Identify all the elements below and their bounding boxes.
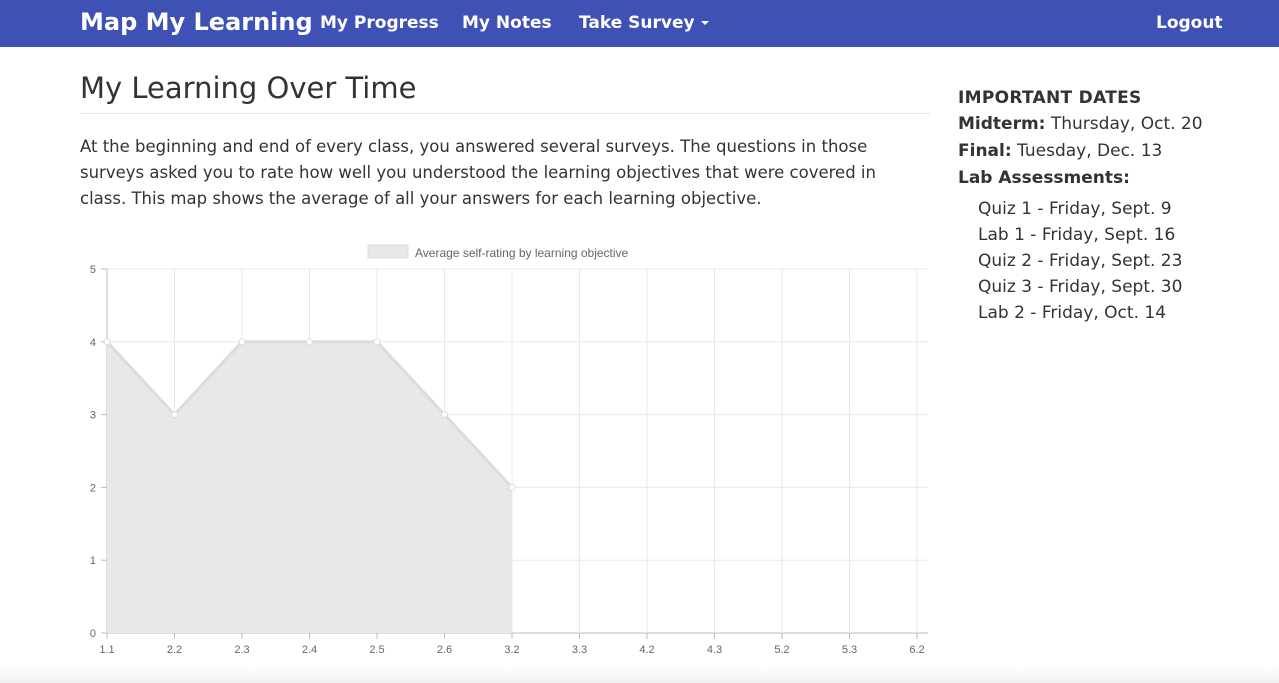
main-content: My Learning Over Time At the beginning a… — [80, 47, 930, 212]
final-date: Tuesday, Dec. 13 — [1017, 141, 1163, 161]
data-point — [171, 411, 178, 419]
assessment-item: Quiz 3 - Friday, Sept. 30 — [978, 277, 1183, 297]
final-row: Final: Tuesday, Dec. 13 — [958, 141, 1258, 161]
data-point — [306, 338, 313, 346]
x-tick-label: 2.2 — [167, 644, 182, 656]
data-point — [441, 411, 448, 419]
midterm-row: Midterm: Thursday, Oct. 20 — [958, 114, 1258, 134]
y-tick-label: 2 — [90, 482, 96, 494]
data-point — [238, 338, 246, 346]
x-tick-label: 2.3 — [234, 644, 249, 656]
nav-my-notes[interactable]: My Notes — [462, 13, 552, 33]
data-point — [373, 338, 381, 346]
assessment-item: Quiz 1 - Friday, Sept. 9 — [978, 199, 1172, 219]
area-fill — [107, 341, 512, 633]
x-tick-label: 5.2 — [774, 644, 789, 656]
assessment-item: Quiz 2 - Friday, Sept. 23 — [978, 251, 1183, 271]
lab-assessments-row: Lab Assessments: — [958, 168, 1258, 188]
x-tick-label: 3.3 — [572, 644, 587, 656]
x-tick-label: 4.3 — [707, 644, 722, 656]
chevron-down-icon — [700, 21, 709, 25]
y-tick-label: 4 — [90, 337, 96, 349]
assessment-item: Lab 2 - Friday, Oct. 14 — [978, 303, 1167, 323]
data-point — [103, 338, 111, 346]
y-tick-label: 0 — [90, 628, 96, 640]
x-tick-label: 2.4 — [302, 644, 317, 656]
assessment-item: Lab 1 - Friday, Sept. 16 — [978, 225, 1176, 245]
x-tick-label: 1.1 — [99, 644, 114, 656]
important-dates-sidebar: IMPORTANT DATES Midterm: Thursday, Oct. … — [958, 88, 1258, 326]
page-bottom-edge — [0, 665, 1279, 683]
x-tick-label: 2.6 — [437, 644, 452, 656]
final-label: Final: — [958, 141, 1012, 161]
x-tick-label: 5.3 — [842, 644, 857, 656]
intro-paragraph: At the beginning and end of every class,… — [80, 137, 876, 208]
assessment-list: Quiz 1 - Friday, Sept. 9 Lab 1 - Friday,… — [978, 196, 1258, 326]
midterm-label: Midterm: — [958, 114, 1046, 134]
lab-assessments-label: Lab Assessments: — [958, 168, 1130, 188]
x-tick-label: 2.5 — [369, 644, 384, 656]
nav-my-progress[interactable]: My Progress — [320, 13, 439, 33]
y-tick-label: 3 — [90, 410, 96, 422]
take-survey-label: Take Survey — [579, 13, 695, 33]
brand-link[interactable]: Map My Learning — [80, 8, 313, 36]
y-tick-label: 5 — [90, 264, 96, 276]
y-tick-label: 1 — [90, 555, 96, 567]
x-tick-label: 4.2 — [639, 644, 654, 656]
logout-link[interactable]: Logout — [1156, 13, 1223, 33]
x-tick-label: 6.2 — [909, 644, 924, 656]
midterm-date: Thursday, Oct. 20 — [1050, 114, 1203, 134]
legend-swatch — [367, 244, 409, 259]
x-tick-label: 3.2 — [504, 644, 519, 656]
top-navbar: Map My Learning My Progress My Notes Tak… — [0, 0, 1279, 47]
nav-take-survey[interactable]: Take Survey — [579, 13, 709, 33]
data-point — [508, 483, 516, 491]
important-dates-heading: IMPORTANT DATES — [958, 88, 1142, 108]
legend-label: Average self-rating by learning objectiv… — [415, 246, 629, 260]
page-title: My Learning Over Time — [80, 71, 930, 114]
